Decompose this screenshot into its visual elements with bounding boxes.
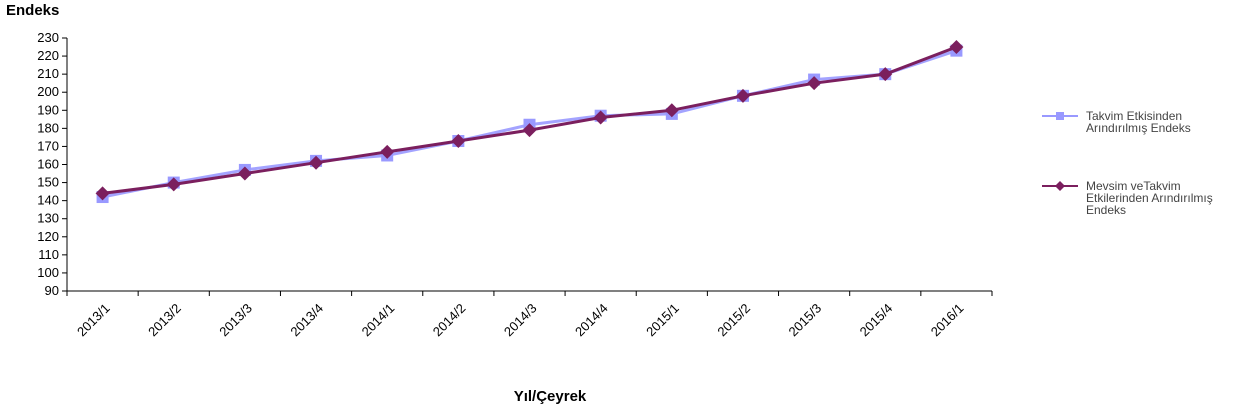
y-tick-label: 170 [37,138,59,153]
data-point-diamond [380,144,395,159]
y-tick-label: 190 [37,102,59,117]
legend-swatch-takvim [1042,112,1078,120]
data-point-diamond [95,186,110,201]
x-tick-label: 2016/1 [928,301,967,340]
x-tick-label: 2015/2 [714,301,753,340]
series-group [95,40,964,204]
x-axis-title: Yıl/Çeyrek [513,388,587,405]
x-tick-label: 2015/3 [786,301,825,340]
y-tick-label: 220 [37,48,59,63]
y-axis-title: Endeks [6,2,60,19]
x-tick-label: 2014/1 [359,301,398,340]
x-ticks: 2013/1 2013/2 2013/3 2013/4 2014/1 2014/2 2014… [66,291,993,340]
x-tick-label: 2015/4 [857,301,896,340]
y-tick-label: 150 [37,175,59,190]
y-tick-label: 140 [37,193,59,208]
x-tick-label: 2013/4 [287,301,326,340]
data-point-diamond [166,177,181,192]
legend-label-takvim: Takvim Etkisinden Arındırılmış Endeks [1086,109,1191,135]
y-tick-label: 100 [37,265,59,280]
data-point-diamond [451,134,466,149]
legend-item-takvim: Takvim Etkisinden Arındırılmış Endeks [1040,110,1230,180]
y-ticks: 90 100 110 120 130 140 150 160 170 180 190 200 210 22… [37,30,67,298]
data-point-diamond [237,166,252,181]
data-point-diamond [735,88,750,103]
legend-swatch-mevsim [1042,181,1078,191]
y-tick-label: 110 [38,247,59,262]
data-point-diamond [593,110,608,125]
x-tick-label: 2013/1 [74,301,113,340]
y-tick-label: 210 [37,66,59,81]
x-tick-label: 2014/4 [572,301,611,340]
legend-item-mevsim: Mevsim veTakvim Etkilerinden Arındırılmı… [1040,180,1230,250]
y-tick-label: 160 [37,157,59,172]
x-tick-label: 2013/2 [145,301,184,340]
data-point-diamond [309,155,324,170]
legend: Takvim Etkisinden Arındırılmış Endeks Me… [1040,110,1230,250]
y-tick-label: 230 [37,30,59,45]
y-tick-label: 180 [37,120,59,135]
x-tick-label: 2014/3 [501,301,540,340]
y-tick-label: 90 [45,283,59,298]
x-tick-label: 2015/1 [643,301,682,340]
y-tick-label: 130 [37,211,59,226]
y-tick-label: 120 [37,229,59,244]
data-point-diamond [878,67,893,82]
y-tick-label: 200 [37,84,59,99]
legend-label-mevsim: Mevsim veTakvim Etkilerinden Arındırılmı… [1086,179,1213,217]
data-point-diamond [807,76,822,91]
data-point-diamond [949,40,964,55]
x-tick-label: 2014/2 [430,301,469,340]
data-point-diamond [522,123,537,138]
data-point-diamond [664,103,679,118]
x-tick-label: 2013/3 [216,301,255,340]
